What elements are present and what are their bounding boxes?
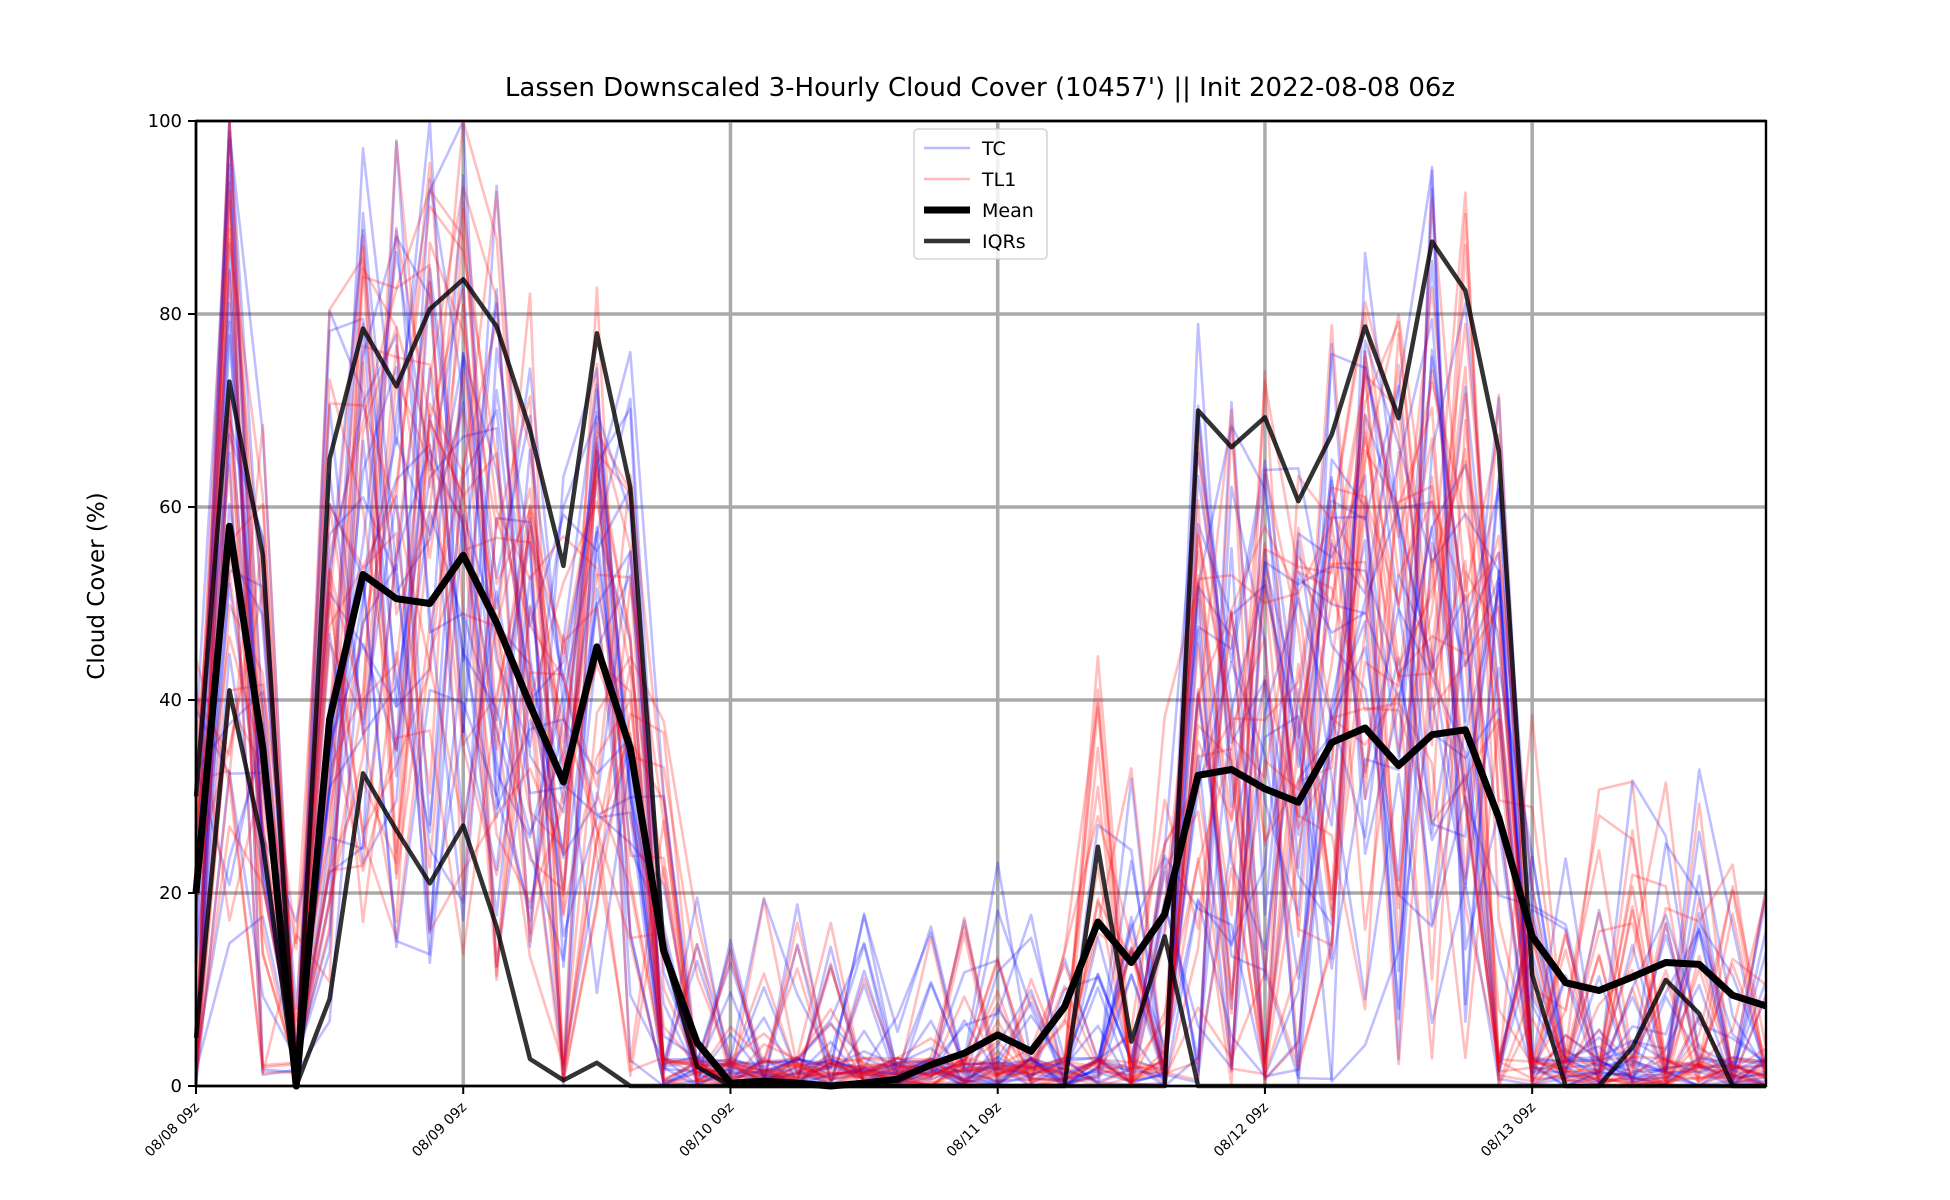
- ensemble-line-tl1: [194, 174, 1768, 1086]
- ensemble-line-tc: [194, 348, 1767, 1085]
- ensemble-line-tc: [194, 334, 1767, 1085]
- y-tick-label: 20: [159, 883, 182, 904]
- ensemble-line-tl1: [194, 200, 1768, 1087]
- plot-frame: [194, 119, 1768, 1088]
- y-tick-label: 40: [159, 690, 182, 711]
- x-tick-label: 08/10 09z: [677, 1100, 738, 1161]
- ensemble-line-tc: [194, 180, 1767, 1088]
- ensemble-line-tl1: [194, 185, 1767, 1088]
- ensemble-line-tc: [194, 443, 1767, 1088]
- legend-label-mean: Mean: [982, 200, 1034, 222]
- x-tick-label: 08/11 09z: [944, 1100, 1005, 1161]
- ensemble-line-tc: [194, 165, 1767, 1088]
- y-tick-label: 80: [159, 304, 182, 325]
- ensemble-line-tc: [194, 163, 1768, 1088]
- ensemble-line-tc: [194, 139, 1768, 1088]
- ensemble-line-tl1: [194, 238, 1767, 1088]
- ensemble-line-tl1: [194, 191, 1768, 1087]
- y-axis-label: Cloud Cover (%): [84, 492, 110, 679]
- ensemble-line-tl1: [194, 207, 1767, 1088]
- legend-label-tl1: TL1: [981, 169, 1016, 191]
- ensemble-line-tl1: [194, 119, 1767, 1088]
- legend-label-tc: TC: [981, 138, 1006, 160]
- ensemble-line-tc: [194, 119, 1767, 1085]
- series-mean-line: [192, 522, 1768, 1090]
- ensemble-line-tl1: [194, 344, 1767, 1086]
- ensemble-line-tc: [194, 184, 1768, 1083]
- ensemble-line-tl1: [194, 188, 1767, 1088]
- x-tick-label: 08/08 09z: [142, 1100, 203, 1161]
- ensemble-line-tl1: [194, 322, 1768, 1088]
- ensemble-line-tc: [194, 130, 1767, 1088]
- ensemble-line-tl1: [194, 119, 1767, 1087]
- ensemble-line-tc: [194, 301, 1768, 1087]
- y-tick-label: 0: [171, 1076, 182, 1097]
- ensemble-line-tl1: [194, 229, 1767, 1088]
- ensemble-line-tl1: [195, 234, 1768, 1088]
- ensemble-line-tc: [194, 280, 1767, 1085]
- ensemble-line-tl1: [194, 256, 1767, 1088]
- ensemble-line-tc: [194, 119, 1767, 1087]
- y-tick-label: 60: [159, 497, 182, 518]
- ensemble-line-tc: [194, 302, 1768, 1088]
- ensemble-line-tl1: [194, 190, 1767, 1083]
- ensemble-line-tl1: [194, 227, 1767, 1088]
- ensemble-line-tl1: [194, 199, 1768, 1088]
- ensemble-line-tl1: [194, 281, 1767, 1088]
- x-tick-label: 08/09 09z: [409, 1100, 470, 1161]
- ensemble-line-tc: [194, 250, 1767, 1088]
- ensemble-line-tc: [194, 188, 1767, 1088]
- plot-area: [192, 119, 1768, 1090]
- chart-title: Lassen Downscaled 3-Hourly Cloud Cover (…: [505, 73, 1455, 103]
- ensemble-line-tc: [194, 413, 1768, 1088]
- legend-label-iqrs: IQRs: [982, 231, 1026, 253]
- ensemble-line-tc: [194, 251, 1767, 1088]
- x-tick-label: 08/12 09z: [1211, 1100, 1272, 1161]
- ensemble-line-tl1: [194, 266, 1767, 1087]
- legend-box: [913, 128, 1048, 260]
- ensemble-line-tl1: [194, 189, 1767, 1088]
- ensemble-line-tl1: [194, 119, 1767, 1084]
- legend: TC TL1 Mean IQRs: [913, 128, 1048, 260]
- ensemble-line-tc: [194, 119, 1767, 1088]
- ensemble-line-tc: [194, 385, 1768, 1088]
- x-tick-label: 08/13 09z: [1478, 1100, 1539, 1161]
- ensemble-line-tc: [194, 174, 1767, 1088]
- y-tick-label: 100: [148, 111, 182, 132]
- ensemble-line-tl1: [194, 243, 1767, 1088]
- ensemble-line-tc: [194, 397, 1768, 1086]
